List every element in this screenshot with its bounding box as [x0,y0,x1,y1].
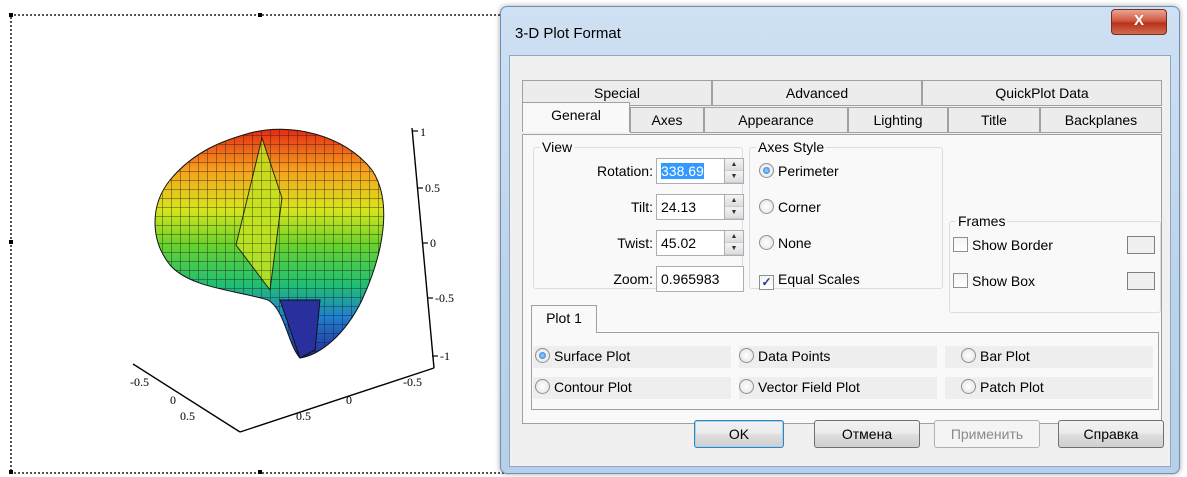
show-box-checkbox[interactable]: Show Box [953,273,1035,289]
frames-group: Frames [949,213,1161,313]
cancel-button[interactable]: Отмена [814,420,920,448]
y-tick-label: 0 [346,393,352,407]
spin-up-icon[interactable]: ▲ [725,231,743,243]
rotation-value[interactable]: 338.69 [661,163,704,179]
radio-icon[interactable] [759,235,774,250]
radio-checked-icon[interactable] [759,163,774,178]
radio-none[interactable]: None [759,235,811,251]
plot-types-row [533,377,1153,399]
x-tick-label: 0.5 [180,409,195,423]
spin-up-icon[interactable]: ▲ [725,159,743,171]
apply-button[interactable]: Применить [934,420,1040,448]
tilt-value[interactable]: 24.13 [661,199,697,215]
rotation-label: Rotation: [596,163,653,179]
radio-corner[interactable]: Corner [759,199,821,215]
tab-advanced[interactable]: Advanced [712,80,922,106]
resize-handle-left-mid[interactable] [9,240,13,244]
surface-plot-3d: 1 0.5 0 -0.5 -1 -0.5 0 0.5 -0.5 0 0.5 [130,125,454,433]
tab-plot-1[interactable]: Plot 1 [531,305,597,333]
rotation-spinner[interactable]: 338.69 ▲ ▼ [656,158,744,184]
axes-style-legend: Axes Style [758,139,825,155]
radio-contour-plot[interactable]: Contour Plot [535,379,632,395]
general-tab-page: View Rotation: 338.69 ▲ ▼ Tilt: 24.13 ▲ ▼ … [522,134,1162,424]
tab-title[interactable]: Title [948,107,1040,133]
checkbox-icon[interactable] [953,273,968,288]
radio-vector-field-plot[interactable]: Vector Field Plot [739,379,860,395]
radio-icon[interactable] [535,379,550,394]
tab-appearance[interactable]: Appearance [704,107,848,133]
z-axis-ticks [412,130,438,357]
border-color-swatch[interactable] [1127,236,1155,254]
z-tick-label: 1 [420,125,426,139]
equal-scales-checkbox[interactable]: ✓ Equal Scales [759,271,860,290]
tilt-label: Tilt: [630,199,653,215]
z-tick-label: 0 [430,236,436,250]
show-border-checkbox[interactable]: Show Border [953,237,1053,253]
plot-types-row [533,346,1153,368]
checkmark-icon[interactable]: ✓ [759,275,774,290]
close-button[interactable]: X [1111,9,1167,35]
box-color-swatch[interactable] [1127,272,1155,290]
twist-label: Twist: [617,235,653,251]
view-group-legend: View [542,139,573,155]
z-tick-label: -1 [440,349,450,363]
resize-handle-bottom-mid[interactable] [258,470,262,474]
ok-button[interactable]: OK [694,420,784,448]
radio-icon[interactable] [739,379,754,394]
dialog-client-area: Special Advanced QuickPlot Data General … [509,55,1171,467]
radio-patch-plot[interactable]: Patch Plot [961,379,1044,395]
tab-general[interactable]: General [522,102,630,132]
spin-down-icon[interactable]: ▼ [725,243,743,255]
resize-handle-top-left[interactable] [9,13,13,17]
z-tick-label: 0.5 [425,181,440,195]
spin-up-icon[interactable]: ▲ [725,195,743,207]
help-button[interactable]: Справка [1058,420,1164,448]
zoom-field[interactable]: 0.965983 [656,266,744,292]
checkbox-icon[interactable] [953,237,968,252]
zoom-label: Zoom: [613,271,653,287]
frames-legend: Frames [958,213,1006,229]
radio-icon[interactable] [961,379,976,394]
x-tick-label: -0.5 [130,375,149,389]
z-tick-label: -0.5 [435,291,454,305]
close-icon: X [1133,12,1144,29]
radio-checked-icon[interactable] [535,348,550,363]
radio-surface-plot[interactable]: Surface Plot [535,348,630,364]
tab-axes[interactable]: Axes [630,107,704,133]
spin-down-icon[interactable]: ▼ [725,207,743,219]
axes-style-group: Axes Style [749,139,943,289]
radio-bar-plot[interactable]: Bar Plot [961,348,1030,364]
tab-backplanes[interactable]: Backplanes [1040,107,1162,133]
tab-special[interactable]: Special [522,80,712,106]
tab-quickplot-data[interactable]: QuickPlot Data [922,80,1162,106]
surface-mesh [154,128,385,359]
twist-spinner[interactable]: 45.02 ▲ ▼ [656,230,744,256]
x-tick-label: 0 [170,393,176,407]
radio-icon[interactable] [739,348,754,363]
spin-down-icon[interactable]: ▼ [725,171,743,183]
y-tick-label: -0.5 [403,375,422,389]
dialog-title: 3-D Plot Format [515,25,621,42]
radio-perimeter[interactable]: Perimeter [759,163,839,179]
y-tick-label: 0.5 [296,409,311,423]
tilt-spinner[interactable]: 24.13 ▲ ▼ [656,194,744,220]
z-axis [132,127,435,433]
twist-value[interactable]: 45.02 [661,235,697,251]
resize-handle-top-mid[interactable] [258,13,262,17]
tab-lighting[interactable]: Lighting [848,107,948,133]
radio-icon[interactable] [759,199,774,214]
plot-format-dialog: 3-D Plot Format X Special Advanced Quick… [500,6,1180,474]
radio-data-points[interactable]: Data Points [739,348,830,364]
resize-handle-bottom-left[interactable] [9,470,13,474]
radio-icon[interactable] [961,348,976,363]
